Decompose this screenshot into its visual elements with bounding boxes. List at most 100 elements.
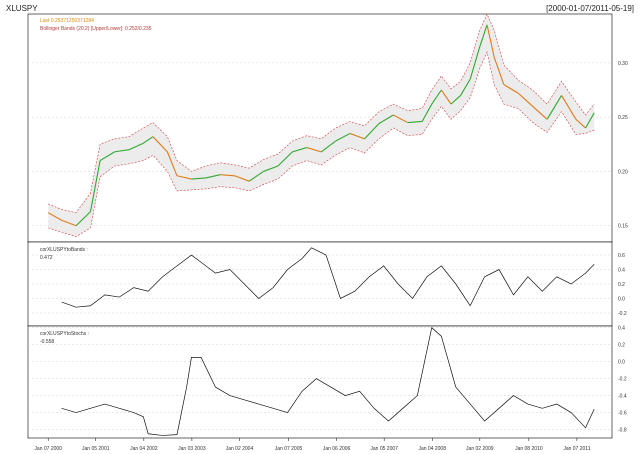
cor-stochs-last-value: -0.558 [40, 339, 54, 345]
price-segment [152, 136, 168, 153]
price-segment [61, 219, 77, 227]
price-segment [349, 132, 365, 140]
price-y-tick-label: 0.25 [618, 115, 628, 121]
cor-bands-line [61, 247, 595, 308]
bollinger-bands [48, 13, 595, 237]
price-y-tick-label: 0.30 [618, 61, 628, 67]
cor-stochs-series [61, 327, 595, 436]
cor-stochs-line [61, 327, 595, 436]
price-segment [263, 165, 279, 172]
price-segment [220, 174, 235, 177]
price-y-tick-label: 0.15 [618, 224, 628, 230]
cor-stochs-panel: -0.8 -0.6 -0.4 -0.2 0.0 0.2 0.4 corXLUSPYtoSto… [27, 325, 627, 439]
cor-bands-y-axis: -0.2 0.0 0.2 0.4 0.6 [618, 253, 627, 317]
cor-stochs-gridlines [28, 327, 612, 430]
price-segment [364, 123, 380, 140]
price-segment [493, 57, 505, 85]
cor-stochs-y-axis: -0.8 -0.6 -0.4 -0.2 0.0 0.2 0.4 [618, 326, 627, 434]
price-segment [421, 103, 433, 122]
price-panel: 0.15 0.20 0.25 0.30 Last 0.25371250371284 B… [27, 13, 628, 243]
price-segment [143, 136, 154, 144]
x-tick-label: Jan 04 2002 [130, 446, 158, 452]
price-panel-frame [27, 13, 613, 243]
price-segment [431, 89, 442, 105]
price-segment [191, 177, 206, 180]
price-y-axis: 0.15 0.20 0.25 0.30 [618, 61, 628, 230]
cor-bands-y-tick-label: 0.2 [618, 282, 625, 288]
price-segment [546, 95, 563, 120]
price-segment [292, 147, 307, 153]
cor-stochs-y-tick-label: -0.4 [618, 394, 627, 400]
chart-symbol-title: XLUSPY [6, 4, 38, 13]
bollinger-band-area [48, 14, 595, 237]
cor-bands-series [61, 247, 595, 308]
last-value-legend: Last 0.25371250371284 [40, 18, 94, 24]
price-series [47, 24, 595, 227]
price-segment [517, 92, 534, 107]
price-segment [248, 170, 264, 182]
price-segment [407, 120, 423, 124]
x-tick-label: Jan 07 2000 [34, 446, 62, 452]
cor-bands-panel: -0.2 0.0 0.2 0.4 0.6 corXLUSPYtoBands : 0.47… [27, 241, 627, 327]
cor-bands-last-value: 0.472 [40, 255, 53, 261]
price-segment [234, 175, 250, 182]
cor-stochs-y-tick-label: 0.2 [618, 343, 625, 349]
price-y-tick-label: 0.20 [618, 169, 628, 175]
bollinger-lower-line [48, 51, 595, 237]
price-segment [532, 105, 548, 120]
price-segment [575, 118, 586, 129]
price-segment [89, 160, 101, 212]
price-segment [335, 132, 351, 142]
price-segment [176, 175, 192, 180]
price-segment [205, 174, 221, 179]
x-tick-label: Jan 03 2003 [178, 446, 206, 452]
price-segment [75, 211, 91, 227]
price-segment [378, 114, 394, 125]
price-segment [469, 46, 481, 80]
cor-bands-y-tick-label: 0.6 [618, 253, 625, 259]
x-tick-label: Jan 02 2009 [466, 446, 494, 452]
x-tick-label: Jan 06 2006 [323, 446, 351, 452]
price-segment [585, 112, 595, 129]
x-tick-label: Jan 08 2010 [515, 446, 543, 452]
x-axis: Jan 07 2000 Jan 05 2001 Jan 04 2002 Jan 03 … [34, 438, 591, 452]
chart-date-range: [2000-01-07/2011-05-19] [546, 4, 634, 13]
price-segment [47, 212, 62, 221]
x-tick-label: Jan 02 2004 [226, 446, 254, 452]
price-segment [166, 151, 178, 176]
bollinger-legend: Bollinger Bands (20,2) [Upper/Lower]: 0.… [40, 26, 152, 32]
price-segment [320, 140, 336, 153]
x-tick-label: Jan 05 2001 [82, 446, 110, 452]
cor-bands-label: corXLUSPYtoBands : [40, 247, 88, 253]
price-segment [450, 95, 461, 105]
bollinger-upper-line [48, 13, 595, 214]
cor-bands-gridlines [28, 254, 612, 314]
price-segment [460, 78, 471, 96]
price-segment [486, 24, 495, 58]
cor-stochs-y-tick-label: 0.0 [618, 360, 625, 366]
x-tick-label: Jan 04 2008 [418, 446, 446, 452]
cor-stochs-y-tick-label: 0.4 [618, 326, 625, 332]
cor-bands-y-tick-label: -0.2 [618, 311, 627, 317]
cor-stochs-y-tick-label: -0.6 [618, 411, 627, 417]
price-segment [561, 95, 577, 120]
x-tick-label: Jan 05 2007 [370, 446, 398, 452]
cor-stochs-label: corXLUSPYtoStochs : [40, 331, 89, 337]
cor-stochs-y-tick-label: -0.8 [618, 428, 627, 434]
price-segment [479, 24, 488, 47]
price-gridlines [28, 62, 612, 226]
cor-bands-y-tick-label: 0.0 [618, 296, 625, 302]
price-segment [440, 89, 452, 105]
price-segment [128, 142, 144, 151]
price-segment [306, 147, 322, 153]
price-segment [393, 114, 408, 124]
cor-bands-y-tick-label: 0.4 [618, 268, 625, 274]
cor-stochs-y-tick-label: -0.2 [618, 377, 627, 383]
price-segment [114, 149, 130, 153]
cor-stochs-panel-frame [27, 325, 613, 439]
price-segment [99, 151, 115, 162]
price-segment [277, 151, 293, 167]
price-segment [503, 84, 519, 94]
x-tick-label: Jan 07 2011 [563, 446, 590, 452]
